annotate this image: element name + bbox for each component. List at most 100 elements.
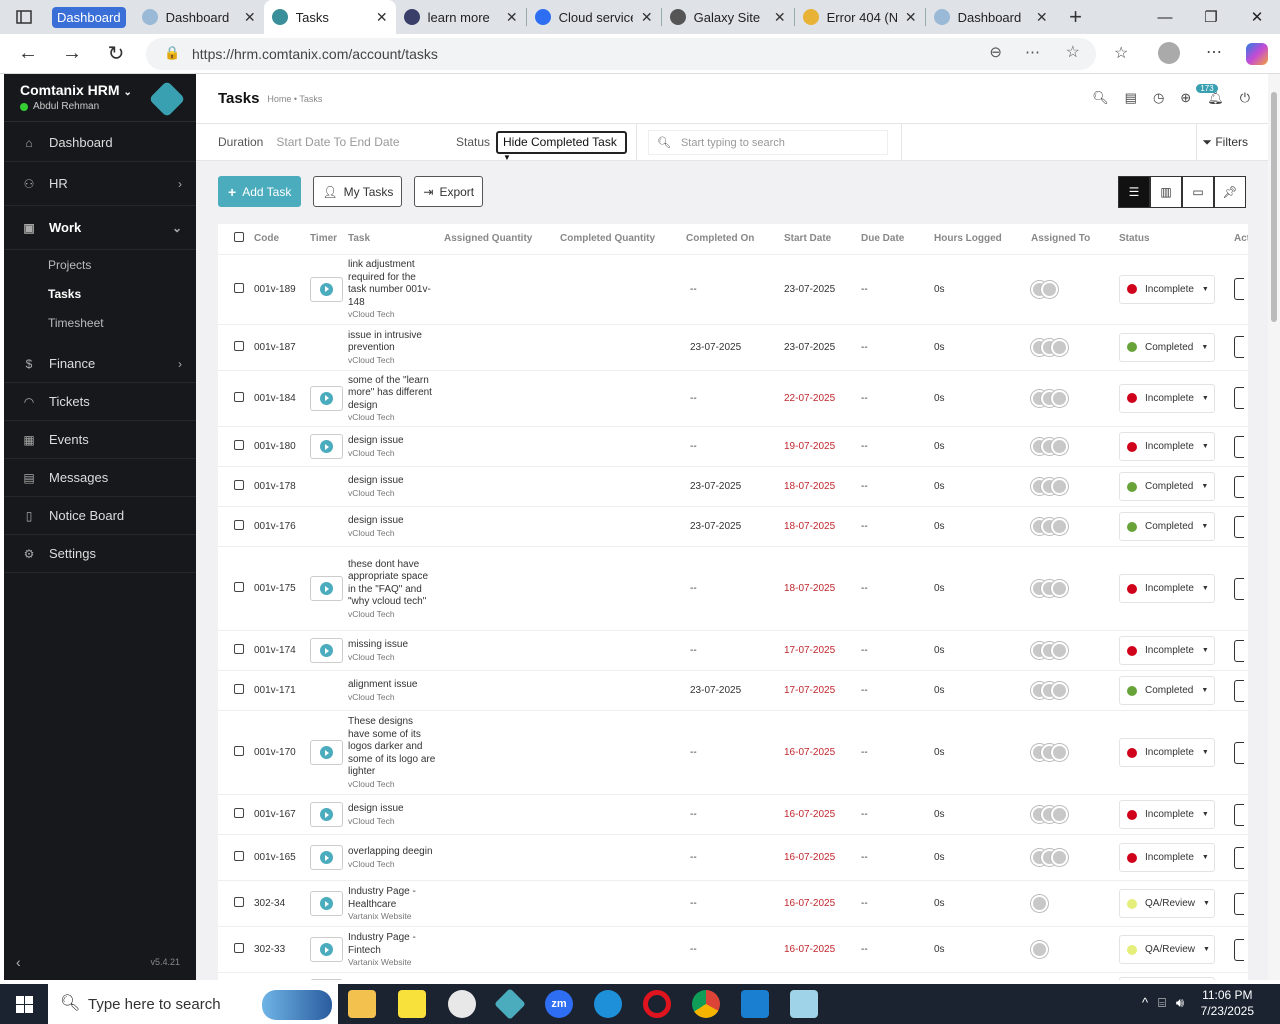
status-dropdown[interactable]: QA/Review ▼ bbox=[1119, 935, 1215, 964]
status-dropdown[interactable]: Incomplete ▼ bbox=[1119, 636, 1215, 665]
assignee-avatar[interactable] bbox=[1051, 682, 1068, 699]
browser-tab[interactable]: Dashboard ✕ bbox=[134, 0, 264, 34]
task-name-link[interactable]: alignment issue bbox=[348, 679, 418, 691]
my-tasks-button[interactable]: 👤︎ My Tasks bbox=[313, 176, 403, 207]
notes-app-icon[interactable] bbox=[790, 990, 818, 1018]
assignee-avatar[interactable] bbox=[1051, 580, 1068, 597]
row-checkbox[interactable] bbox=[234, 851, 244, 861]
assignee-avatar[interactable] bbox=[1051, 744, 1068, 761]
table-row[interactable]: 001v-189 link adjustment required for the… bbox=[218, 254, 1248, 325]
sidebar-item-messages[interactable]: ▤ Messages bbox=[4, 459, 196, 497]
row-action-button[interactable] bbox=[1234, 892, 1244, 915]
maximize-icon[interactable]: ❐ bbox=[1204, 9, 1218, 26]
close-tab-icon[interactable]: ✕ bbox=[773, 8, 786, 25]
start-timer-button[interactable] bbox=[310, 740, 343, 765]
assignee-avatar[interactable] bbox=[1051, 438, 1068, 455]
column-header[interactable]: Completed On bbox=[682, 224, 780, 255]
table-row[interactable]: Industry Page - bbox=[218, 972, 1248, 980]
row-action-button[interactable] bbox=[1234, 435, 1244, 458]
sidebar-item-tickets[interactable]: ◠ Tickets bbox=[4, 383, 196, 421]
snipping-tool-icon[interactable] bbox=[448, 990, 476, 1018]
assignee-avatar[interactable] bbox=[1051, 806, 1068, 823]
table-row[interactable]: 001v-180 design issue vCloud Tech -- 19-07-2… bbox=[218, 426, 1248, 467]
row-checkbox[interactable] bbox=[234, 943, 244, 953]
start-timer-button[interactable] bbox=[310, 802, 343, 827]
table-row[interactable]: 001v-174 missing issue vCloud Tech -- 17-07-… bbox=[218, 630, 1248, 671]
status-dropdown[interactable]: Incomplete ▼ bbox=[1119, 574, 1215, 603]
task-name-link[interactable]: Industry Page - Fintech bbox=[348, 932, 416, 956]
assignee-avatar[interactable] bbox=[1031, 895, 1048, 912]
copilot-icon[interactable] bbox=[1246, 43, 1268, 65]
notes-icon[interactable]: ▤ bbox=[1124, 90, 1137, 105]
assignee-avatar[interactable] bbox=[1051, 849, 1068, 866]
export-button[interactable]: ⇥ Export bbox=[414, 176, 484, 207]
status-dropdown[interactable]: Completed ▼ bbox=[1119, 332, 1215, 362]
back-icon[interactable]: ← bbox=[18, 42, 38, 64]
row-checkbox[interactable] bbox=[234, 340, 244, 351]
status-select[interactable]: Hide Completed Task ▼ bbox=[496, 131, 627, 162]
column-header[interactable]: Start Date bbox=[780, 224, 857, 255]
status-dropdown[interactable]: Incomplete ▼ bbox=[1119, 432, 1215, 461]
column-header[interactable]: Hours Logged bbox=[930, 224, 1027, 255]
collapse-sidebar-icon[interactable]: ‹ bbox=[16, 954, 21, 970]
status-dropdown[interactable] bbox=[1119, 977, 1215, 980]
table-row[interactable]: 001v-187 issue in intrusive prevention vCl… bbox=[218, 324, 1248, 371]
status-dropdown[interactable]: Incomplete ▼ bbox=[1119, 738, 1215, 767]
table-row[interactable]: 001v-165 overlapping deegin vCloud Tech -- 1… bbox=[218, 834, 1248, 881]
board-view-icon[interactable]: ▥ bbox=[1150, 176, 1182, 208]
browser-tab[interactable]: Cloud service ✕ bbox=[527, 0, 661, 34]
row-checkbox[interactable] bbox=[234, 520, 244, 530]
browser-tab[interactable]: Galaxy Site ✕ bbox=[662, 0, 794, 34]
row-checkbox[interactable] bbox=[234, 644, 244, 654]
status-dropdown[interactable]: Incomplete ▼ bbox=[1119, 274, 1215, 304]
row-checkbox[interactable] bbox=[234, 391, 244, 402]
sidebar-item-notice-board[interactable]: ▯ Notice Board bbox=[4, 497, 196, 535]
bell-icon[interactable]: 🔔︎ 173 bbox=[1196, 84, 1224, 106]
start-timer-button[interactable] bbox=[310, 845, 343, 870]
sidebar-item-finance[interactable]: $ Finance › bbox=[4, 345, 196, 383]
start-timer-button[interactable] bbox=[310, 576, 343, 601]
status-dropdown[interactable]: Incomplete ▼ bbox=[1119, 383, 1215, 413]
sidebar-subitem-tasks[interactable]: Tasks bbox=[48, 286, 82, 301]
status-dropdown[interactable]: Incomplete ▼ bbox=[1119, 843, 1215, 872]
assignee-avatar[interactable] bbox=[1051, 389, 1068, 407]
row-action-button[interactable] bbox=[1234, 938, 1244, 961]
task-name-link[interactable]: missing issue bbox=[348, 639, 409, 651]
row-checkbox[interactable] bbox=[234, 684, 244, 694]
task-name-link[interactable]: design issue bbox=[348, 475, 404, 487]
row-checkbox[interactable] bbox=[234, 808, 244, 818]
assignee-avatar[interactable] bbox=[1041, 280, 1058, 298]
column-header[interactable]: Timer bbox=[306, 224, 344, 255]
task-name-link[interactable]: these dont have appropriate space in the… bbox=[348, 558, 429, 608]
task-search-input[interactable]: 🔍︎ Start typing to search bbox=[648, 130, 888, 155]
table-row[interactable]: 001v-176 design issue vCloud Tech 23-07-202… bbox=[218, 506, 1248, 547]
start-timer-button[interactable] bbox=[310, 979, 343, 980]
column-header[interactable]: Assigned To bbox=[1027, 224, 1115, 255]
filters-button[interactable]: ⏷ Filters bbox=[1202, 135, 1248, 150]
column-header[interactable]: Assigned Quantity bbox=[440, 224, 556, 255]
close-tab-icon[interactable]: ✕ bbox=[640, 8, 653, 25]
new-tab-icon[interactable]: + bbox=[1069, 4, 1083, 29]
close-tab-icon[interactable]: ✕ bbox=[243, 8, 256, 25]
search-icon[interactable]: 🔍︎ bbox=[1092, 90, 1109, 105]
sidebar-item-dashboard[interactable]: ⌂ Dashboard bbox=[4, 124, 196, 162]
hrm-app-icon[interactable] bbox=[494, 988, 526, 1020]
assignee-avatar[interactable] bbox=[1051, 642, 1068, 659]
profile-avatar[interactable] bbox=[1158, 42, 1180, 64]
forward-icon[interactable]: → bbox=[62, 42, 82, 64]
row-action-button[interactable] bbox=[1234, 577, 1244, 600]
row-action-button[interactable] bbox=[1234, 679, 1244, 702]
list-view-icon[interactable]: ☰ bbox=[1118, 176, 1150, 208]
sidebar-subitem-timesheet[interactable]: Timesheet bbox=[48, 315, 104, 330]
close-tab-icon[interactable]: ✕ bbox=[904, 8, 917, 25]
assignee-avatar[interactable] bbox=[1031, 941, 1048, 958]
chrome-icon[interactable] bbox=[692, 990, 720, 1018]
task-name-link[interactable]: issue in intrusive prevention bbox=[348, 329, 422, 354]
table-row[interactable]: 001v-167 design issue vCloud Tech -- 16-07-2… bbox=[218, 794, 1248, 835]
row-action-button[interactable] bbox=[1234, 846, 1244, 869]
zoom-icon[interactable]: ⊖ bbox=[989, 44, 1002, 61]
opera-icon[interactable] bbox=[643, 990, 671, 1018]
task-name-link[interactable]: design issue bbox=[348, 803, 404, 815]
zoom-app-icon[interactable]: zm bbox=[545, 990, 573, 1018]
table-row[interactable]: 302-34 Industry Page - Healthcare Vartanix… bbox=[218, 880, 1248, 927]
